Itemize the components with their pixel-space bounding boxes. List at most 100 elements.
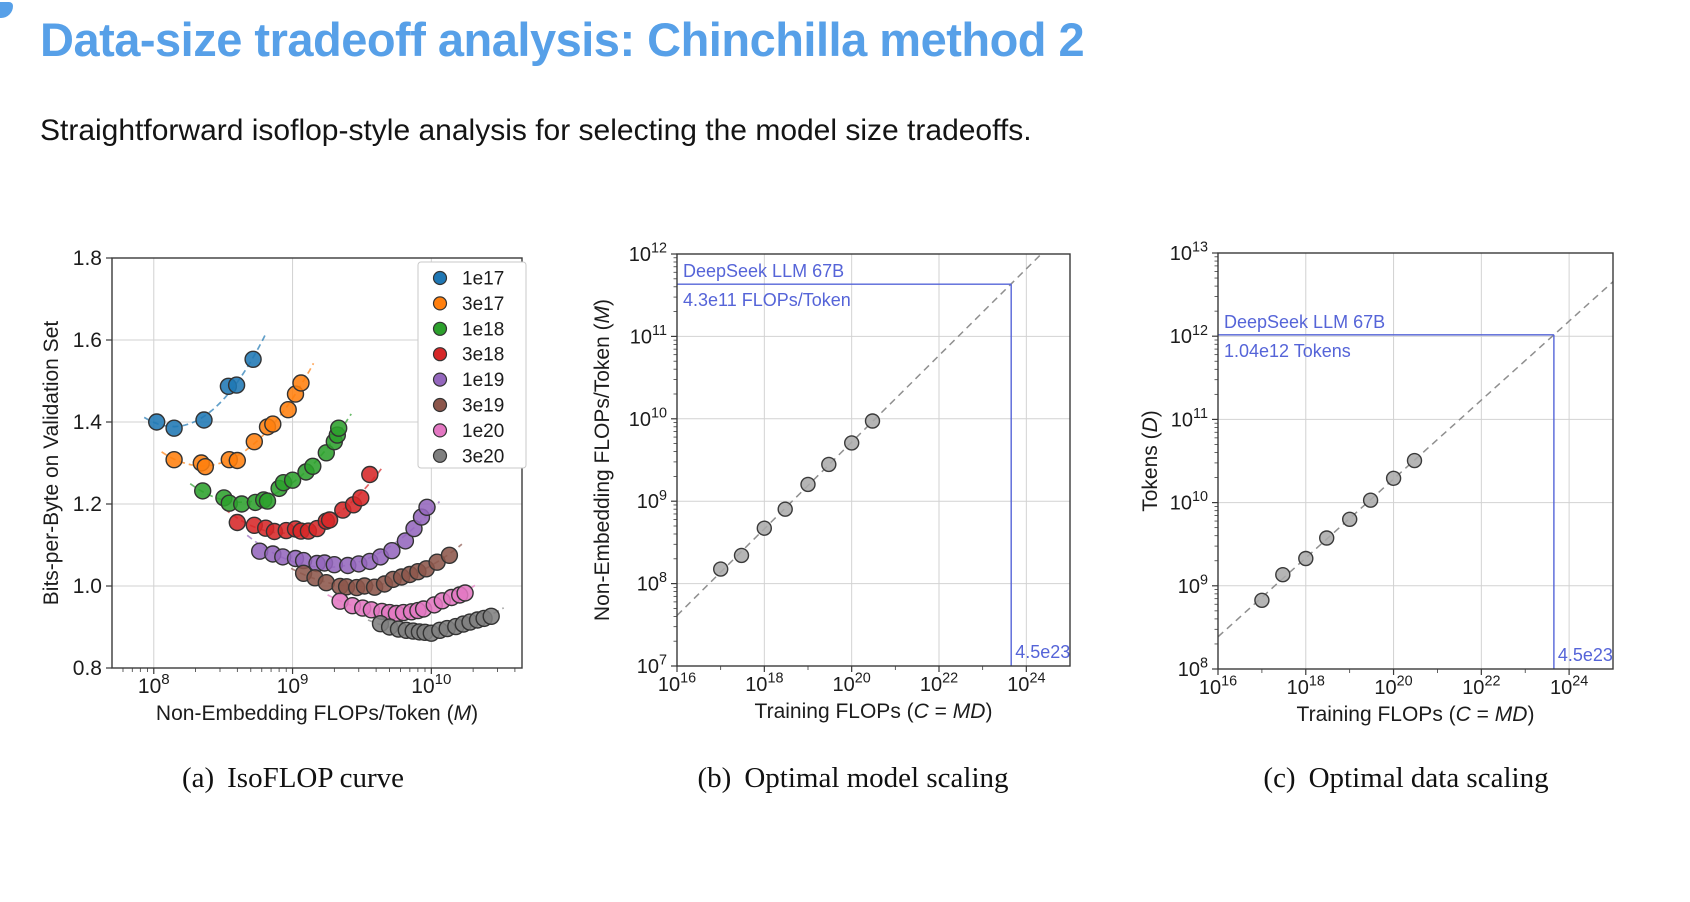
data-point <box>330 419 348 437</box>
plot-area <box>143 333 505 642</box>
legend-marker <box>432 372 448 387</box>
plot-border <box>676 253 1071 667</box>
legend-label: 1e19 <box>462 370 504 391</box>
series-optimal-model-size <box>712 413 881 577</box>
data-point <box>352 489 370 507</box>
gridlines <box>677 254 1070 666</box>
data-point <box>1254 592 1270 608</box>
x-axis-label: Training FLOPs (C = MD) <box>755 700 993 723</box>
data-point <box>165 450 183 469</box>
annotation: DeepSeek LLM 67B 4.3e11 FLOPs/Token 4.5e23 <box>677 261 1070 666</box>
data-point <box>456 584 474 602</box>
caption-a-text: IsoFLOP curve <box>227 762 405 794</box>
optimal-data-scaling-svg: DeepSeek LLM 67B 1.04e12 Tokens 4.5e23 1016… <box>1139 240 1614 726</box>
ticks <box>1212 252 1570 675</box>
data-point <box>418 498 436 516</box>
data-point <box>821 456 837 473</box>
series-optimal-data-size <box>1254 452 1423 608</box>
y-tick-label: 1.6 <box>73 329 102 352</box>
legend-box <box>417 261 527 469</box>
data-point <box>283 471 302 489</box>
data-point <box>396 532 415 550</box>
data-point <box>245 432 264 451</box>
data-point <box>361 465 379 484</box>
data-point <box>195 411 213 429</box>
series-1e18 <box>193 419 348 513</box>
x-tick-label: 1016 <box>1199 674 1237 699</box>
data-point <box>1318 530 1335 546</box>
isoflop-svg: 108 109 1010 0.8 1.0 1.2 1.4 1.6 1.8 Non-Embeddin… <box>40 247 527 725</box>
data-point <box>304 457 322 476</box>
annotation-flops-value: 4.5e23 <box>1015 642 1070 662</box>
y-tick-label: 1010 <box>629 405 667 430</box>
data-point <box>292 374 310 392</box>
legend-label: 3e17 <box>462 294 504 315</box>
series-1e19 <box>250 498 436 575</box>
data-point <box>244 350 262 369</box>
y-tick-label: 1.2 <box>73 493 102 516</box>
caption-a: (a) IsoFLOP curve <box>33 762 553 795</box>
data-point <box>193 482 212 500</box>
legend: 1e17 3e17 1e18 3e18 1e19 3e19 1e20 3e20 <box>417 261 527 469</box>
x-tick-label: 1016 <box>658 671 696 696</box>
x-axis-label: Non-Embedding FLOPs/Token (M) <box>156 702 478 725</box>
y-tick-label: 1.8 <box>73 247 102 270</box>
legend-marker <box>432 423 448 438</box>
y-axis-label: Tokens (D) <box>1139 410 1162 512</box>
data-point <box>1385 470 1402 486</box>
corner-logo-fragment <box>0 2 13 18</box>
annotation-model-name: DeepSeek LLM 67B <box>1224 312 1385 332</box>
data-point <box>383 542 401 560</box>
data-point <box>800 476 816 493</box>
x-tick-label: 1024 <box>1550 674 1588 699</box>
y-tick-label: 1.4 <box>73 411 103 434</box>
data-point <box>844 435 860 451</box>
plot-area <box>677 254 1043 617</box>
legend-label: 3e19 <box>462 396 504 417</box>
y-tick-label: 1.0 <box>73 575 102 598</box>
annotation-model-name: DeepSeek LLM 67B <box>683 261 844 281</box>
data-point <box>227 376 246 394</box>
series-3e17 <box>165 374 310 476</box>
y-tick-label: 1012 <box>1170 323 1208 348</box>
y-tick-label: 1010 <box>1170 489 1208 514</box>
data-point <box>756 520 773 536</box>
series-3e20 <box>371 607 500 642</box>
data-point <box>1362 492 1379 508</box>
y-tick-label: 0.8 <box>73 657 102 680</box>
data-point <box>712 561 729 577</box>
page-title: Data-size tradeoff analysis: Chinchilla … <box>40 13 1085 66</box>
x-tick-label: 1020 <box>833 671 871 696</box>
x-tick-label: 1020 <box>1374 674 1412 699</box>
y-tick-label: 1011 <box>1171 406 1208 431</box>
legend-label: 1e17 <box>462 269 504 290</box>
x-tick-label: 1022 <box>1462 674 1500 699</box>
caption-a-tag: (a) <box>181 762 215 794</box>
series-3e19 <box>294 546 459 597</box>
page-subtitle: Straightforward isoflop-style analysis f… <box>40 114 1032 147</box>
plot-border <box>1217 252 1614 670</box>
y-tick-label: 109 <box>637 488 667 513</box>
caption-b-text: Optimal model scaling <box>744 762 1009 794</box>
data-point <box>165 419 183 437</box>
data-point <box>258 492 277 510</box>
x-tick-label: 1018 <box>1287 674 1325 699</box>
ticks <box>671 253 1027 672</box>
data-point <box>264 415 282 433</box>
x-tick-label: 1022 <box>920 671 958 696</box>
caption-c-tag: (c) <box>1263 762 1296 794</box>
annotation-optimal-value: 1.04e12 Tokens <box>1224 341 1351 361</box>
data-point <box>320 511 339 529</box>
x-tick-label: 108 <box>138 671 170 698</box>
series-1e17 <box>147 350 262 437</box>
y-axis-label: Non-Embedding FLOPs/Token (M) <box>591 299 614 621</box>
caption-b-tag: (b) <box>697 762 732 794</box>
y-tick-label: 108 <box>637 570 667 595</box>
optimal-model-scaling-svg: DeepSeek LLM 67B 4.3e11 FLOPs/Token 4.5e23… <box>591 241 1071 723</box>
caption-b: (b) Optimal model scaling <box>593 762 1113 795</box>
legend-label: 1e20 <box>462 421 504 442</box>
legend-marker <box>432 321 448 336</box>
gridlines <box>1218 253 1613 669</box>
annotation-flops-value: 4.5e23 <box>1558 645 1613 665</box>
